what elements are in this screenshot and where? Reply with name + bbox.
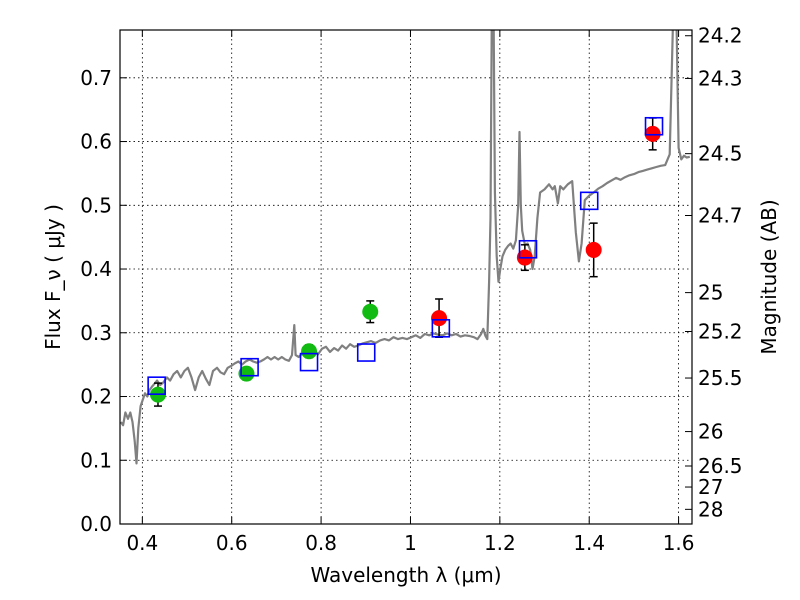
model-box [518, 239, 538, 259]
y-tick-label: 0.1 [80, 448, 112, 472]
model-box [644, 116, 664, 136]
y-tick-label: 0.2 [80, 385, 112, 409]
errorbar-layer [153, 117, 657, 407]
right-tick-label: 24.2 [698, 24, 743, 48]
model-box [579, 191, 599, 211]
y-tick-label: 0.6 [80, 130, 112, 154]
grid [120, 30, 692, 525]
x-tick-label: 1.4 [573, 531, 605, 555]
green-data-point [238, 365, 255, 382]
model-box [431, 319, 451, 338]
right-tick-label: 24.7 [698, 203, 743, 227]
right-tick-label: 26 [698, 420, 723, 444]
x-tick-label: 0.8 [305, 531, 337, 555]
model-boxes-layer [147, 116, 664, 395]
right-tick-label: 24.3 [698, 66, 743, 90]
y-axis-label: Flux F_ν ( μJy ) [41, 204, 65, 350]
spectrum-layer [120, 30, 691, 465]
y-axis: 0.0 0.1 0.2 0.3 0.4 0.5 0.6 0.7 [80, 66, 127, 536]
red-data-point [644, 125, 661, 142]
y-tick-label: 0.5 [80, 193, 112, 217]
right-tick-label: 26.5 [698, 454, 743, 478]
model-box [299, 352, 319, 372]
x-tick-label: 0.6 [216, 531, 248, 555]
right-tick-label: 24.5 [698, 142, 743, 166]
y-tick-label: 0.0 [80, 512, 112, 536]
points-layer [149, 125, 661, 403]
x-tick-label: 1 [404, 531, 417, 555]
x-axis: 0.4 0.6 0.8 1 1.2 1.4 1.6 [126, 30, 695, 555]
y-tick-label: 0.7 [80, 66, 112, 90]
right-tick-label: 27 [698, 475, 723, 499]
model-box [147, 376, 166, 395]
red-data-point [431, 310, 448, 327]
right-tick-label: 25.5 [698, 366, 743, 390]
right-axis-label: Magnitude (AB) [757, 199, 781, 354]
model-box [356, 343, 376, 362]
right-tick-label: 25.2 [698, 319, 743, 343]
model-box [240, 357, 259, 377]
right-tick-label: 25 [698, 281, 723, 305]
y-tick-label: 0.3 [80, 321, 112, 345]
x-tick-label: 0.4 [126, 531, 158, 555]
red-data-point [585, 241, 602, 258]
x-tick-label: 1.6 [663, 531, 695, 555]
y-tick-label: 0.4 [80, 257, 112, 281]
spectrum-line [120, 30, 691, 465]
right-tick-label: 28 [698, 497, 723, 521]
green-data-point [362, 303, 379, 320]
plot-frame [119, 29, 693, 525]
green-data-point [301, 343, 318, 360]
x-tick-label: 1.2 [484, 531, 516, 555]
x-axis-label: Wavelength λ (μm) [310, 563, 501, 587]
